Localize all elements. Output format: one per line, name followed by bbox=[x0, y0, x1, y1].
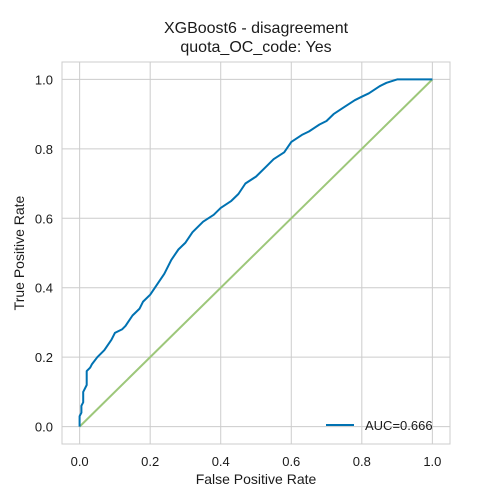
y-tick-label: 1.0 bbox=[35, 72, 53, 87]
series-layer bbox=[78, 78, 434, 428]
x-axis-label: False Positive Rate bbox=[196, 471, 317, 487]
y-tick-label: 0.8 bbox=[35, 142, 53, 157]
legend-entry-auc: AUC=0.666 bbox=[365, 418, 433, 433]
x-tick-label: 0.6 bbox=[282, 454, 300, 469]
y-tick-label: 0.0 bbox=[35, 420, 53, 435]
x-tick-label: 0.8 bbox=[353, 454, 371, 469]
tick-labels: 0.0 0.2 0.4 0.6 0.8 1.0 0.0 0.2 0.4 0.6 0.8 1.0 bbox=[35, 72, 441, 469]
x-tick-label: 1.0 bbox=[423, 454, 441, 469]
x-tick-label: 0.0 bbox=[71, 454, 89, 469]
y-tick-label: 0.6 bbox=[35, 211, 53, 226]
chart-title-line-1: XGBoost6 - disagreement bbox=[164, 20, 349, 37]
x-tick-label: 0.4 bbox=[212, 454, 230, 469]
x-tick-label: 0.2 bbox=[141, 454, 159, 469]
random-baseline-line bbox=[78, 78, 434, 428]
roc-curve-line bbox=[78, 78, 433, 427]
y-tick-label: 0.4 bbox=[35, 281, 53, 296]
y-axis-label: True Positive Rate bbox=[11, 195, 27, 310]
legend: AUC=0.666 bbox=[326, 418, 433, 433]
y-tick-label: 0.2 bbox=[35, 350, 53, 365]
chart-title-line-2: quota_OC_code: Yes bbox=[180, 39, 331, 56]
grid bbox=[62, 62, 450, 444]
